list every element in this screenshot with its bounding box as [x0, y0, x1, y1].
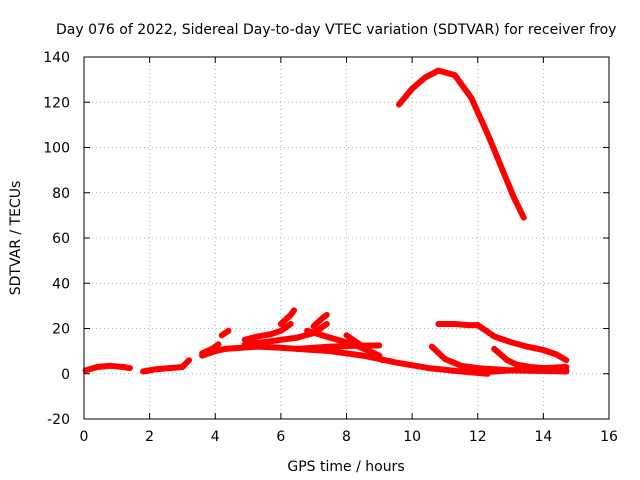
series-arc-q	[474, 322, 570, 364]
series-arc-n	[294, 345, 491, 377]
x-tick-label: 2	[145, 429, 154, 445]
x-tick-label: 6	[276, 429, 285, 445]
series-arc-o	[396, 67, 527, 221]
y-tick-label: 40	[52, 276, 70, 292]
y-tick-label: 120	[43, 95, 70, 111]
y-tick-label: 140	[43, 50, 70, 66]
series-arc-p	[435, 321, 481, 329]
series-arc-i	[199, 345, 229, 359]
series-arc-e	[241, 321, 294, 343]
x-tick-label: 14	[534, 429, 552, 445]
y-axis-label: SDTVAR / TECUs	[8, 181, 24, 296]
x-tick-label: 8	[342, 429, 351, 445]
data-traces	[82, 67, 570, 377]
chart-title: Day 076 of 2022, Sidereal Day-to-day VTE…	[56, 22, 616, 38]
x-tick-label: 12	[469, 429, 487, 445]
x-tick-label: 10	[403, 429, 421, 445]
y-tick-label: 100	[43, 141, 70, 157]
y-tick-label: 80	[52, 186, 70, 202]
y-tick-label: -20	[47, 412, 70, 428]
y-tick-labels: -20 0 20 40 60 80 100 120 140	[43, 50, 70, 428]
plot-frame	[83, 56, 610, 420]
x-tick-label: 0	[80, 429, 89, 445]
series-arc-f	[277, 307, 297, 327]
y-tick-label: 60	[52, 231, 70, 247]
x-tick-label: 4	[211, 429, 220, 445]
series-arc-j	[222, 343, 301, 352]
series-arc-h	[310, 311, 330, 330]
series-arc-a	[82, 362, 133, 374]
y-tick-label: 0	[61, 367, 70, 383]
series-arc-d	[218, 327, 232, 339]
x-tick-labels: 0 2 4 6 8 10 12 14 16	[80, 429, 618, 445]
series-arc-t	[474, 364, 570, 376]
x-axis-label: GPS time / hours	[287, 459, 404, 475]
x-tick-label: 16	[600, 429, 618, 445]
series-arc-b	[140, 357, 192, 375]
grid	[84, 57, 609, 419]
y-tick-label: 20	[52, 322, 70, 338]
